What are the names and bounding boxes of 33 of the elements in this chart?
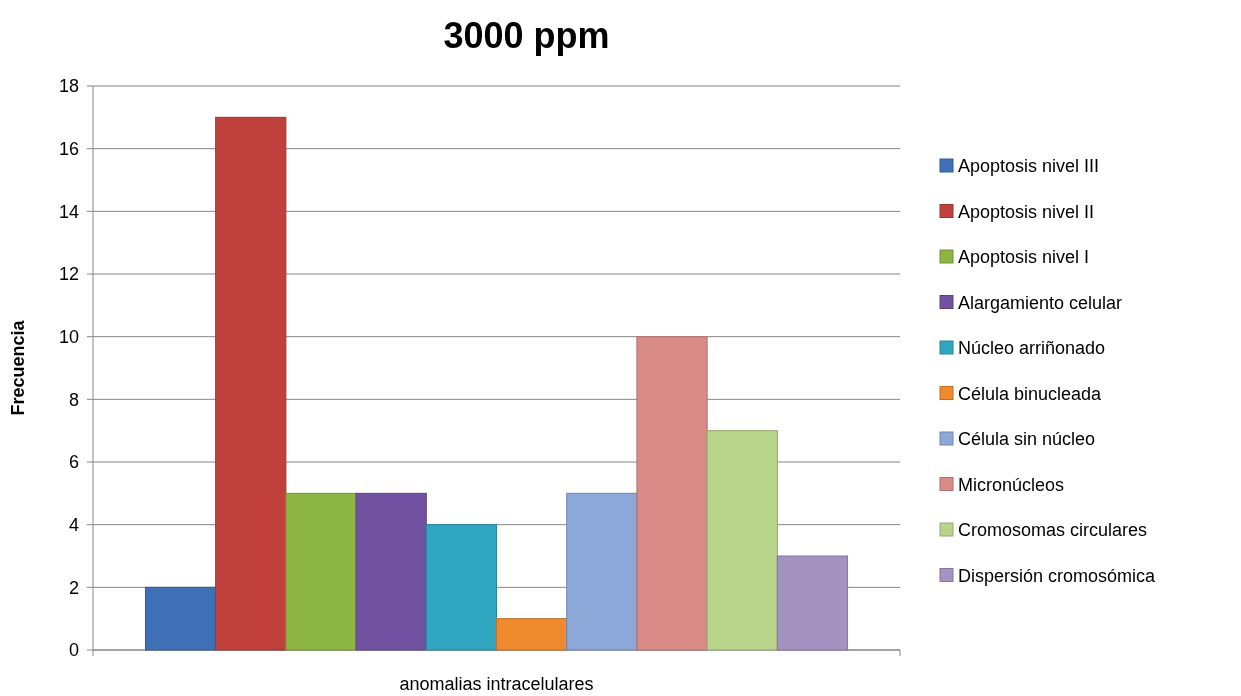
x-tick-label: anomalias intracelulares (399, 674, 594, 694)
y-tick-label: 18 (58, 76, 79, 97)
bar (355, 492, 427, 651)
bar (776, 555, 849, 651)
bar (496, 618, 568, 651)
y-tick-label: 4 (68, 514, 79, 535)
bar (285, 492, 357, 651)
chart-title: 3000 ppm (443, 15, 610, 56)
y-tick-label: 16 (58, 138, 79, 159)
legend-label: Célula binucleada (958, 383, 1103, 404)
bar (636, 336, 708, 651)
y-tick-label: 10 (58, 326, 79, 347)
y-axis-title: Frecuencia (8, 319, 28, 416)
legend-label: Micronúcleos (958, 474, 1065, 495)
legend-label: Núcleo arriñonado (958, 338, 1106, 359)
legend-label: Alargamiento celular (958, 292, 1123, 313)
y-tick-label: 12 (58, 264, 79, 285)
bar (566, 492, 638, 651)
legend-label: Apoptosis nivel II (958, 201, 1095, 222)
legend-label: Cromosomas circulares (958, 520, 1148, 541)
legend-label: Célula sin núcleo (958, 429, 1096, 450)
legend-label: Apoptosis nivel I (958, 247, 1090, 268)
y-tick-label: 0 (68, 640, 79, 661)
y-tick-label: 8 (68, 389, 79, 410)
bar (144, 586, 217, 651)
legend-label: Dispersión cromosómica (958, 565, 1157, 586)
y-tick-label: 2 (68, 577, 79, 598)
y-tick-label: 6 (68, 452, 79, 473)
y-tick-label: 14 (58, 201, 79, 222)
bar (215, 116, 287, 651)
legend-label: Apoptosis nivel III (958, 156, 1100, 177)
bar (425, 524, 497, 651)
bar (706, 430, 778, 651)
